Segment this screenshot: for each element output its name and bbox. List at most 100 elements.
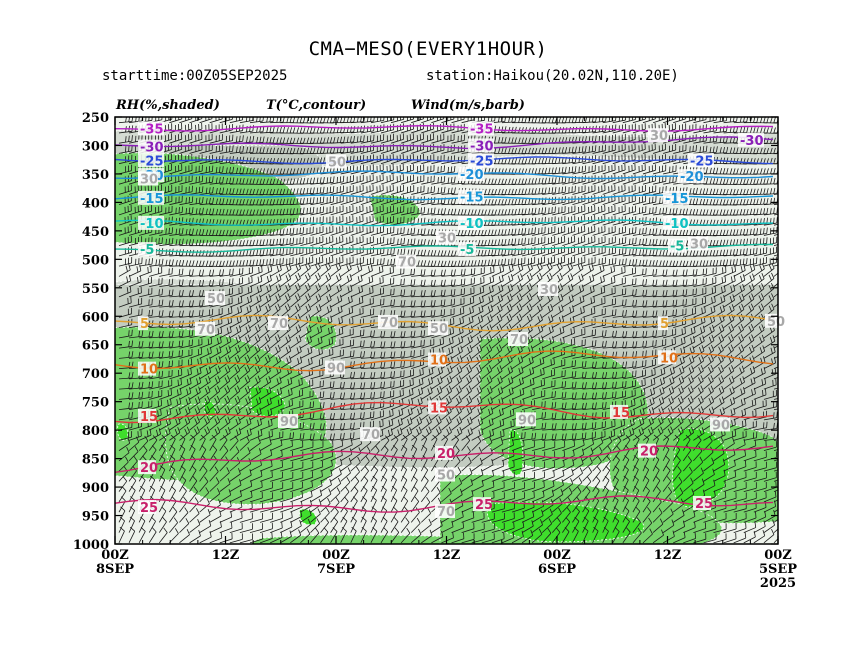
x-tick-label: 00Z xyxy=(764,548,792,563)
rh-contour-label: 50 xyxy=(437,469,455,484)
wind-barb xyxy=(773,183,778,185)
wind-barb xyxy=(300,187,315,195)
wind-barb xyxy=(189,133,203,144)
wind-barb xyxy=(572,145,587,154)
wind-barb xyxy=(239,146,255,154)
wind-barb xyxy=(632,117,646,124)
temperature-contour-label: 20 xyxy=(437,447,455,462)
temperature-contour-label: -10 xyxy=(460,217,484,232)
wind-barb xyxy=(441,176,456,185)
wind-barb xyxy=(209,144,224,154)
y-tick-label: 300 xyxy=(82,139,109,154)
wind-barb xyxy=(652,164,667,175)
wind-barb xyxy=(290,117,306,124)
temperature-contour-label: -5 xyxy=(140,243,154,258)
y-tick-label: 400 xyxy=(82,196,109,211)
temperature-contour-label: 25 xyxy=(695,497,713,512)
wind-barb xyxy=(189,175,204,185)
wind-barb xyxy=(179,133,193,144)
temperature-contour-label: 25 xyxy=(475,498,493,513)
x-tick-year: 2025 xyxy=(760,576,796,591)
wind-barb xyxy=(189,186,204,195)
wind-barb xyxy=(592,134,607,144)
temperature-contour-label: 10 xyxy=(140,363,158,378)
rh-contour-label: 90 xyxy=(280,415,298,430)
wind-barb xyxy=(189,164,203,175)
wind-barb xyxy=(612,163,626,175)
y-tick-label: 900 xyxy=(82,481,109,496)
y-tick-label: 600 xyxy=(82,310,109,325)
wind-barb xyxy=(209,187,225,195)
wind-barb xyxy=(229,145,245,154)
wind-barb xyxy=(431,133,445,144)
wind-barb xyxy=(370,134,385,144)
wind-barb xyxy=(229,167,245,175)
wind-barb xyxy=(249,157,265,165)
wind-barb xyxy=(390,133,404,144)
wind-barb xyxy=(552,166,567,175)
wind-barb xyxy=(390,184,404,195)
wind-barb xyxy=(713,146,729,154)
wind-barb xyxy=(632,143,646,154)
wind-barb xyxy=(421,133,435,144)
y-tick-label: 550 xyxy=(82,282,109,297)
temperature-contour-label: -5 xyxy=(460,243,474,258)
wind-barb xyxy=(501,178,518,186)
y-tick-label: 850 xyxy=(82,453,109,468)
rh-contour-label: 30 xyxy=(438,232,456,247)
wind-barb xyxy=(350,184,364,195)
temperature-contour-label: 5 xyxy=(140,317,149,332)
temperature-contour-label: 5 xyxy=(660,317,669,332)
wind-barb xyxy=(713,117,728,124)
wind-barb xyxy=(330,175,345,185)
wind-barb xyxy=(622,163,636,175)
temperature-contour-label: -5 xyxy=(670,240,684,255)
wind-barb xyxy=(360,184,374,195)
wind-barb xyxy=(219,166,235,175)
wind-barb xyxy=(380,184,394,195)
wind-barb xyxy=(340,135,355,144)
wind-barb xyxy=(582,164,596,175)
rh-contour-label: 70 xyxy=(380,316,398,331)
wind-barb xyxy=(632,164,646,175)
wind-barb xyxy=(199,176,214,185)
wind-barb xyxy=(411,174,425,185)
wind-barb xyxy=(673,117,687,124)
wind-barb xyxy=(209,176,224,185)
temperature-contour-label: -35 xyxy=(140,122,164,137)
wind-barb xyxy=(280,178,296,185)
rh-contour-label: 90 xyxy=(327,362,345,377)
wind-barb xyxy=(441,117,455,124)
wind-barb xyxy=(350,135,365,144)
wind-barb xyxy=(310,176,325,185)
wind-barb xyxy=(491,178,507,186)
temperature-contour-label: 10 xyxy=(430,354,448,369)
wind-barb xyxy=(693,145,708,154)
wind-barb xyxy=(179,175,193,185)
wind-barb xyxy=(209,117,223,124)
wind-barb xyxy=(703,146,718,154)
wind-barb xyxy=(602,164,616,175)
temperature-contour-label: 15 xyxy=(612,406,630,421)
rh-region xyxy=(250,60,304,90)
wind-barb xyxy=(773,142,778,144)
wind-barb xyxy=(532,117,548,124)
x-tick-date: 6SEP xyxy=(538,562,576,577)
temperature-contour-label: -10 xyxy=(665,217,689,232)
temperature-contour-label: -30 xyxy=(470,139,494,154)
wind-barb xyxy=(401,185,415,195)
temperature-contour-label: -15 xyxy=(460,191,484,206)
x-tick-date: 5SEP xyxy=(759,562,797,577)
wind-barb xyxy=(703,178,719,185)
wind-barb xyxy=(401,133,414,144)
wind-barb xyxy=(572,165,587,175)
y-tick-label: 950 xyxy=(82,510,109,525)
wind-barb xyxy=(542,177,557,185)
temperature-contour-label: 10 xyxy=(660,351,678,366)
rh-contour-label: 70 xyxy=(398,256,416,271)
wind-barb xyxy=(602,174,616,185)
x-tick-label: 12Z xyxy=(212,548,240,563)
x-tick-label: 00Z xyxy=(543,548,571,563)
wind-barb xyxy=(380,174,394,185)
wind-barb xyxy=(562,146,577,154)
